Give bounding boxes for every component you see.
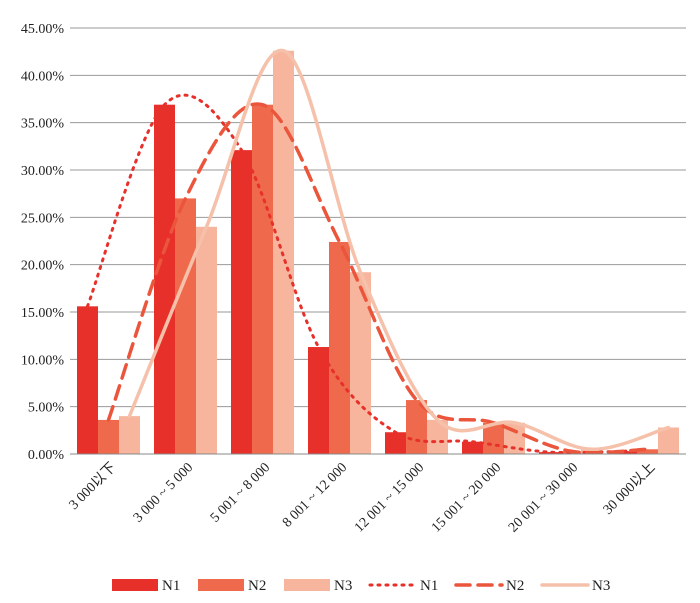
legend-swatch-bar-n1 [112,579,158,591]
y-tick-label: 15.00% [21,306,65,321]
bar-n2-1 [175,198,196,454]
y-tick-label: 35.00% [21,117,65,132]
y-tick-label: 0.00% [28,448,65,463]
x-tick-label: 5 001 ~ 8 000 [208,460,273,525]
x-tick-label: 30 000以上 [600,460,658,518]
y-tick-label: 5.00% [28,401,65,416]
trendline-n1 [86,93,628,455]
bar-n3-0 [119,416,140,454]
trendline-n2 [106,102,650,455]
x-tick-label: 3 000以下 [67,460,120,513]
y-axis-ticks: 0.00% 5.00% 10.00% 15.00% 20.00% 25.00% 30.00%… [21,22,65,463]
bar-n2-3 [329,241,350,454]
y-tick-label: 25.00% [21,211,65,226]
legend-label-line-n3: N3 [592,578,610,594]
legend-label-bar-n3: N3 [334,578,352,594]
y-tick-label: 10.00% [21,353,65,368]
trendline-n3 [127,48,671,452]
bar-n1-1 [154,104,175,455]
x-tick-label: 20 001 ~ 30 000 [506,460,581,535]
y-tick-label: 30.00% [21,164,65,179]
bar-n1-5 [462,441,483,454]
x-tick-label: 3 000 ~ 5 000 [131,460,196,525]
x-tick-label: 12 001 ~ 15 000 [352,460,427,535]
trend-lines [86,48,671,455]
bar-n1-0 [77,306,98,454]
bar-n2-7 [637,449,658,454]
bar-n1-4 [385,432,406,454]
bar-n3-3 [350,272,371,454]
bar-n2-0 [98,419,119,454]
bar-n3-7 [658,427,679,454]
legend-label-bar-n1: N1 [162,578,180,594]
y-tick-label: 45.00% [21,22,65,37]
bar-n1-6 [539,452,560,454]
bar-n3-4 [427,419,448,454]
bars [77,50,679,455]
x-tick-label: 8 001 ~ 12 000 [280,460,350,530]
legend-label-line-n2: N2 [506,578,524,594]
bar-n1-3 [308,347,329,454]
legend: N1 N2 N3 N1 N2 N3 [112,578,610,594]
bar-n1-2 [231,150,252,454]
y-tick-label: 20.00% [21,259,65,274]
y-tick-label: 40.00% [21,69,65,84]
legend-label-bar-n2: N2 [248,578,266,594]
legend-swatch-bar-n3 [284,579,330,591]
x-tick-label: 15 001 ~ 20 000 [429,460,504,535]
legend-swatch-bar-n2 [198,579,244,591]
bar-n2-2 [252,104,273,455]
bar-n2-4 [406,400,427,454]
legend-label-line-n1: N1 [420,578,438,594]
x-axis-ticks: 3 000以下 3 000 ~ 5 000 5 001 ~ 8 000 8 001 ~… [67,460,659,536]
bar-n3-1 [196,226,217,454]
